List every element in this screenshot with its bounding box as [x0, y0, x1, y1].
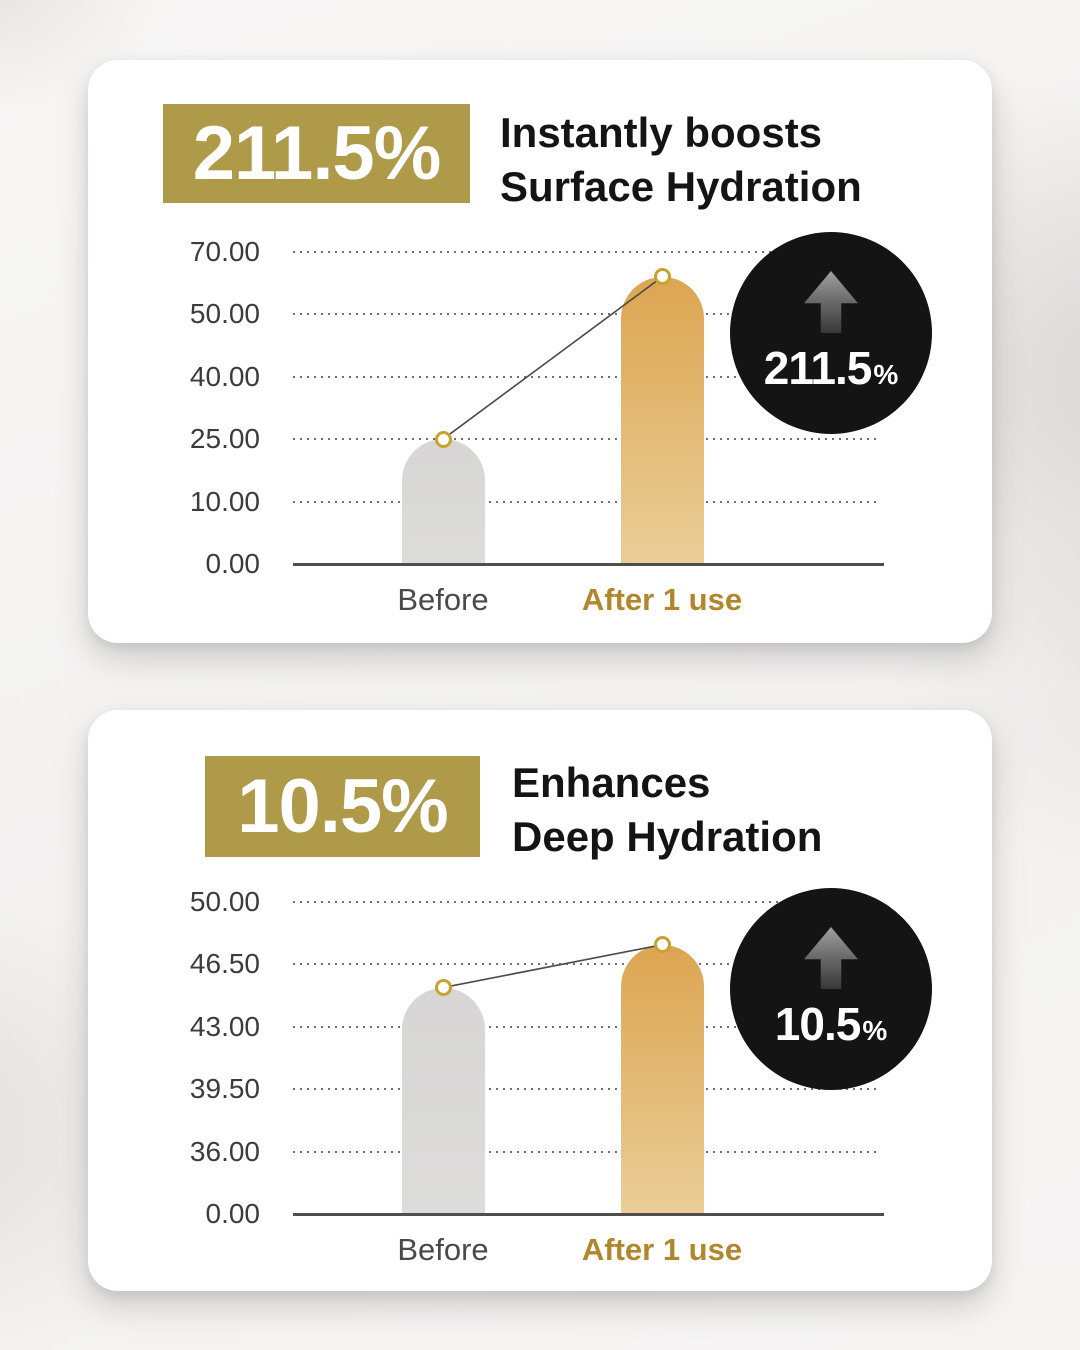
gridline [293, 1150, 880, 1153]
increase-value: 211.5 % [764, 341, 898, 395]
increase-percent-sign: % [873, 359, 899, 390]
stat-card-deep-hydration: 10.5% Enhances Deep Hydration 50.00 46.50… [88, 710, 992, 1291]
gridline [293, 1088, 880, 1091]
x-axis-line [293, 1213, 884, 1216]
y-axis-tick-label: 39.50 [189, 1073, 260, 1105]
bar-chart-deep-hydration: 50.00 46.50 43.00 39.50 36.00 0.00 Before After… [88, 710, 992, 1291]
arrow-up-icon [804, 271, 858, 333]
increase-number: 211.5 [763, 342, 873, 394]
bar-before [401, 439, 485, 564]
bar-after-1-use [620, 276, 704, 564]
increase-circle-badge: 10.5 % [730, 888, 932, 1090]
data-point-marker [434, 979, 452, 997]
data-point-marker [653, 268, 671, 286]
percent-badge: 211.5% [163, 104, 470, 203]
y-axis-tick-label: 40.00 [189, 360, 260, 392]
card-title: Enhances Deep Hydration [512, 756, 822, 864]
data-point-marker [434, 430, 452, 448]
y-axis-tick-label: 25.00 [189, 423, 260, 455]
card-title-line1: Enhances [512, 759, 711, 806]
data-point-marker [653, 936, 671, 954]
y-axis-tick-label: 70.00 [189, 236, 260, 267]
y-axis-tick-label: 36.00 [189, 1135, 260, 1167]
card-title-line2: Surface Hydration [500, 163, 862, 210]
y-axis-tick-label: 43.00 [189, 1010, 260, 1042]
y-axis-tick-label: 0.00 [205, 548, 261, 579]
y-axis-tick-label: 46.50 [189, 948, 260, 980]
increase-percent-sign: % [862, 1015, 888, 1046]
card-title-line2: Deep Hydration [512, 813, 823, 860]
increase-circle-badge: 211.5 % [730, 232, 932, 434]
category-label-after-1-use: After 1 use [581, 1232, 743, 1267]
category-label-before: Before [397, 1232, 489, 1267]
stat-card-surface-hydration: 211.5% Instantly boosts Surface Hydratio… [88, 60, 992, 643]
card-title: Instantly boosts Surface Hydration [500, 106, 862, 214]
increase-number: 10.5 [774, 998, 862, 1050]
bar-after-1-use [620, 944, 704, 1214]
y-axis-tick-label: 0.00 [205, 1198, 261, 1229]
y-axis-tick-label: 10.00 [189, 485, 260, 517]
bar-before [401, 987, 485, 1214]
gridline [293, 438, 880, 441]
y-axis-tick-label: 50.00 [189, 298, 260, 330]
gridline [293, 901, 880, 903]
percent-badge: 10.5% [205, 756, 480, 857]
gridline [293, 500, 880, 503]
increase-value: 10.5 % [775, 997, 887, 1051]
card-title-line1: Instantly boosts [500, 109, 823, 156]
gridline [293, 251, 880, 253]
x-axis-line [293, 563, 884, 566]
gridline [293, 1025, 880, 1028]
y-axis-tick-label: 50.00 [189, 886, 260, 917]
category-label-before: Before [397, 582, 489, 617]
bar-chart-surface-hydration: 70.00 50.00 40.00 25.00 10.00 0.00 Before After… [88, 60, 992, 643]
arrow-up-icon [804, 927, 858, 989]
category-label-after-1-use: After 1 use [581, 582, 743, 617]
